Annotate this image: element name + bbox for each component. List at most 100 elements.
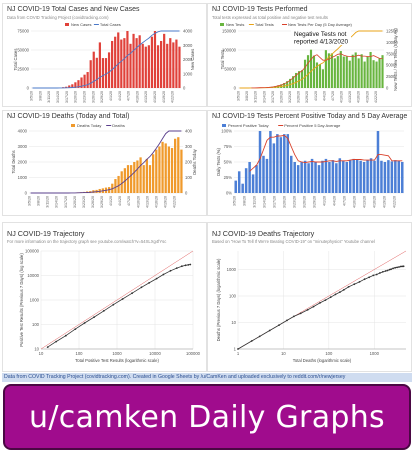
- bar: [303, 160, 307, 193]
- y-tick-label: 150000: [222, 29, 237, 34]
- trajectory-line: [47, 264, 191, 348]
- y-right-tick-label: 0: [386, 86, 389, 91]
- x-tick-label: 4/4/20: [118, 196, 122, 206]
- bar: [401, 162, 404, 193]
- trajectory-deaths-chart: 1 10 100 1000 1 10 100 1000 Total Deaths (logari…: [216, 250, 407, 363]
- trajectory-point: [64, 334, 67, 337]
- trajectory-point: [372, 274, 375, 277]
- bar: [324, 158, 328, 193]
- x-tick-label: 3/17/20: [65, 91, 69, 103]
- bar: [80, 77, 83, 88]
- bar: [336, 56, 339, 88]
- bar: [307, 163, 310, 193]
- bar: [394, 160, 397, 193]
- trajectory-point: [131, 292, 134, 295]
- x-tick-label: 3/26/20: [91, 91, 95, 103]
- bar: [126, 31, 129, 88]
- x-tick-label: 100: [325, 351, 333, 356]
- bar: [324, 50, 327, 88]
- trajectory-point: [250, 340, 253, 342]
- x-tick-label: 3/20/20: [74, 91, 78, 103]
- bar: [241, 183, 244, 193]
- trajectory-point: [181, 265, 183, 268]
- y-right-tick-label: 5000: [386, 63, 396, 68]
- bar: [89, 60, 92, 88]
- deaths-chart: 0 1000 2000 3000 4000 0 100 200 300 400 Total Deat…: [11, 123, 197, 208]
- x-tick-label: 4/4/20: [322, 91, 326, 101]
- bar: [345, 56, 348, 88]
- bar: [164, 143, 167, 193]
- x-tick-label: 100000: [186, 351, 201, 356]
- x-tick-label: 3/5/20: [236, 91, 240, 101]
- trajectory-point: [396, 266, 398, 269]
- trajectory-point: [363, 278, 366, 281]
- x-tick-label: 4/19/20: [383, 196, 387, 208]
- y-tick-label: 100: [32, 322, 40, 327]
- x-tick-label: 4/13/20: [348, 91, 352, 103]
- series-line: [32, 30, 180, 89]
- bar: [83, 74, 86, 88]
- bar: [138, 35, 141, 88]
- bar: [298, 71, 301, 88]
- bar: [269, 131, 272, 193]
- y-right-axis-label: Deaths Today: [192, 148, 197, 174]
- bar: [387, 160, 390, 193]
- x-tick-label: 3/17/20: [271, 91, 275, 103]
- bar: [317, 165, 321, 193]
- x-tick-label: 1000: [370, 351, 380, 356]
- bar: [139, 157, 142, 193]
- bar: [150, 36, 154, 88]
- bar: [330, 53, 333, 88]
- bar: [333, 58, 336, 88]
- bar: [68, 85, 71, 88]
- bar: [135, 38, 138, 88]
- x-tick-label: 3/23/20: [82, 196, 86, 208]
- y-tick-label: 0: [27, 86, 30, 91]
- bar: [156, 45, 160, 88]
- legend-swatch: [71, 124, 75, 127]
- legend-label: Total Cases: [100, 22, 121, 27]
- y-right-tick-label: 10000: [386, 40, 398, 45]
- x-tick-label: 4/4/20: [333, 196, 337, 206]
- y-right-tick-label: 0: [185, 191, 188, 196]
- x-tick-label: 3/23/20: [293, 196, 297, 208]
- trajectory-point: [368, 276, 371, 279]
- x-tick-label: 4/13/20: [145, 196, 149, 208]
- y-right-tick-label: 1000: [183, 71, 193, 76]
- trajectory-point: [121, 298, 124, 300]
- x-tick-label: 100: [76, 351, 84, 356]
- trajectory-point: [386, 269, 389, 272]
- bar: [262, 155, 265, 193]
- bar: [295, 72, 298, 88]
- y-tick-label: 3000: [18, 144, 28, 149]
- bar: [292, 76, 295, 88]
- bar: [255, 165, 258, 193]
- bar: [355, 159, 359, 193]
- bar: [375, 61, 378, 88]
- bar: [234, 180, 237, 193]
- trajectory-point: [74, 328, 77, 330]
- x-tick-label: 4/7/20: [127, 196, 131, 206]
- trajectory-line: [237, 265, 404, 350]
- y-right-tick-label: 2000: [183, 57, 193, 62]
- x-tick-label: 4/10/20: [353, 196, 357, 208]
- bar: [163, 33, 166, 88]
- source-footer: Data from COVID Tracking Project (covidt…: [2, 373, 412, 382]
- x-tick-label: 10: [39, 351, 44, 356]
- bar: [338, 158, 342, 193]
- chart-subtitle: Total tests expressed as total positive …: [212, 15, 328, 20]
- x-tick-label: 4/22/20: [171, 91, 175, 103]
- trajectory-point: [293, 315, 295, 318]
- bar: [283, 134, 286, 193]
- trajectory-deaths-panel: NJ COVID-19 Deaths Trajectory Based on "…: [207, 222, 412, 372]
- series-line: [30, 130, 182, 194]
- x-tick-label: 3/8/20: [243, 196, 247, 206]
- bar: [142, 165, 145, 193]
- trajectory-point: [342, 289, 345, 291]
- trajectory-point: [169, 269, 172, 272]
- x-tick-label: 3/26/20: [297, 91, 301, 103]
- bar: [104, 58, 108, 88]
- reference-line: [40, 250, 194, 350]
- bar: [339, 51, 342, 88]
- x-tick-label: 3/11/20: [254, 91, 258, 103]
